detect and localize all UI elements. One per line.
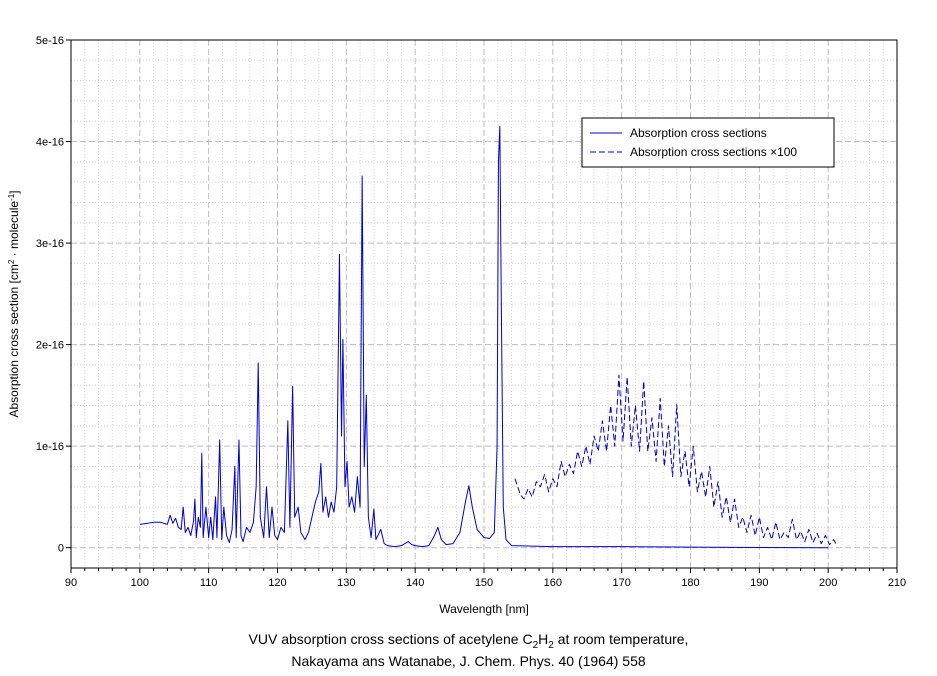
x-tick-label: 130 <box>337 577 355 589</box>
legend-label-solid: Absorption cross sections <box>630 126 767 140</box>
y-tick-label: 1e-16 <box>36 441 64 453</box>
legend-box <box>581 117 835 168</box>
plot-background <box>0 0 937 630</box>
x-axis-title: Wavelength [nm] <box>439 602 529 616</box>
x-tick-label: 90 <box>65 577 77 589</box>
x-axis: 90 100 110 120 130 140 150 160 170 180 190 200 210 <box>65 568 906 589</box>
series-line-x100 <box>514 374 837 546</box>
x-tick-label: 100 <box>131 577 149 589</box>
y-tick-label: 0 <box>58 543 64 555</box>
series <box>139 125 837 549</box>
chart: 90 100 110 120 130 140 150 160 170 180 190 200 210 0… <box>0 0 937 630</box>
x-tick-label: 110 <box>200 577 218 589</box>
y-axis: 0 1e-16 2e-16 3e-16 4e-16 5e-16 <box>36 35 71 555</box>
x-tick-label: 190 <box>750 577 768 589</box>
legend-label-dashed: Absorption cross sections ×100 <box>630 145 797 159</box>
y-tick-label: 2e-16 <box>36 340 64 352</box>
y-tick-label: 4e-16 <box>36 137 64 149</box>
caption-line-2: Nakayama ans Watanabe, J. Chem. Phys. 40… <box>291 653 646 669</box>
x-tick-label: 200 <box>819 577 837 589</box>
legend: Absorption cross sections Absorption cro… <box>581 117 835 168</box>
x-tick-label: 120 <box>268 577 286 589</box>
x-tick-label: 180 <box>681 577 699 589</box>
caption-line-1: VUV absorption cross sections of acetyle… <box>248 631 689 651</box>
x-tick-label: 210 <box>888 577 906 589</box>
y-tick-label: 3e-16 <box>36 238 64 250</box>
x-tick-label: 160 <box>544 577 562 589</box>
y-axis-title: Absorption cross section [cm2 · molecule… <box>7 190 22 417</box>
x-tick-label: 140 <box>406 577 424 589</box>
series-line-base <box>139 125 829 549</box>
y-tick-label: 5e-16 <box>36 35 64 47</box>
x-tick-label: 150 <box>475 577 493 589</box>
x-tick-label: 170 <box>612 577 630 589</box>
